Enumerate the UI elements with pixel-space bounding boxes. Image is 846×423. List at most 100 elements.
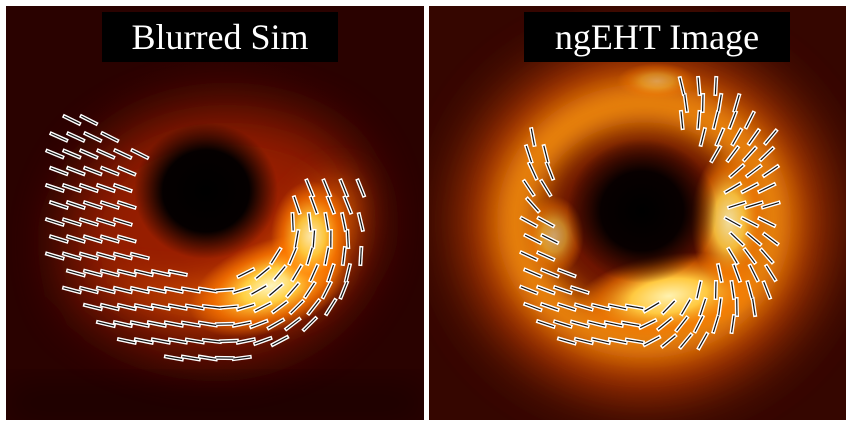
polarization-tick — [727, 248, 738, 264]
polarization-tick — [67, 270, 85, 276]
polarization-tick — [697, 77, 701, 95]
polarization-tick — [148, 321, 166, 327]
polarization-tick — [657, 318, 672, 330]
polarization-tick — [749, 265, 759, 281]
polarization-tick — [270, 248, 281, 264]
polarization-tick — [752, 298, 756, 316]
polarization-tick — [727, 146, 739, 162]
polarization-tick — [713, 111, 719, 129]
polarization-tick — [626, 304, 644, 310]
polarization-tick — [717, 94, 722, 112]
polarization-tick — [50, 201, 68, 209]
polarization-tick — [233, 356, 251, 360]
polarization-tick — [67, 132, 84, 142]
polarization-tick — [312, 230, 316, 248]
polarization-tick — [661, 335, 676, 347]
polarization-tick — [290, 300, 304, 314]
polarization-tick — [731, 315, 735, 333]
polarization-tick — [220, 340, 238, 342]
polarization-tick — [558, 303, 576, 311]
polarization-tick — [118, 167, 135, 175]
polarization-tick — [114, 253, 132, 259]
polarization-tick — [745, 112, 755, 128]
polarization-tick — [732, 129, 742, 145]
polarization-tick — [763, 233, 778, 245]
polarization-tick — [97, 287, 115, 293]
polarization-tick — [304, 282, 316, 298]
polarization-tick — [758, 183, 775, 193]
polarization-tick — [268, 319, 284, 329]
polarization-tick — [269, 284, 283, 296]
polarization-tick — [764, 130, 777, 144]
polarization-tick — [254, 337, 272, 345]
polarization-tick — [346, 230, 349, 248]
polarization-tick — [575, 304, 593, 310]
polarization-tick — [182, 356, 200, 360]
polarization-tick — [524, 269, 541, 277]
polarization-tick — [571, 286, 589, 294]
polarization-tick — [272, 336, 288, 346]
polarization-tick — [763, 165, 779, 177]
polarization-tick — [733, 94, 740, 112]
polarization-tick — [97, 218, 115, 226]
polarization-tick — [288, 247, 297, 265]
polarization-tick — [730, 232, 744, 246]
polarization-tick — [84, 270, 102, 276]
polarization-tick — [694, 316, 704, 332]
polarization-tick — [84, 132, 101, 142]
polarization-tick — [763, 281, 771, 299]
polarization-tick — [762, 202, 780, 208]
polarization-tick — [571, 321, 589, 327]
polarization-tick — [237, 338, 255, 344]
polarization-tick — [340, 281, 348, 299]
polarization-tick — [520, 286, 537, 294]
polarization-tick — [169, 304, 187, 310]
polarization-tick — [558, 338, 576, 344]
polarization-tick — [46, 184, 64, 192]
polarization-tick — [622, 321, 640, 327]
polarization-tick — [152, 304, 170, 310]
ngeht-image — [429, 6, 846, 420]
polarization-tick — [530, 128, 535, 146]
polarization-tick — [341, 213, 347, 231]
polarization-tick — [537, 251, 554, 261]
polarization-tick — [698, 333, 708, 349]
polarization-tick — [758, 217, 775, 227]
polarization-tick — [699, 298, 707, 316]
polarization-tick — [101, 132, 118, 142]
polarization-tick — [80, 253, 98, 259]
polarization-tick — [558, 269, 576, 277]
polarization-tick — [745, 201, 763, 209]
polarization-tick — [733, 264, 741, 282]
polarization-tick — [306, 247, 313, 265]
polarization-tick — [538, 217, 554, 227]
polarization-tick — [725, 183, 741, 193]
polarization-tick — [541, 269, 558, 277]
polarization-tick — [291, 213, 294, 231]
ngeht-image-panel: ngEHT Image — [429, 6, 846, 420]
polarization-tick — [46, 218, 64, 226]
polarization-tick — [323, 179, 331, 197]
polarization-tick — [152, 270, 170, 276]
polarization-tick — [273, 266, 286, 280]
polarization-tick — [97, 253, 115, 259]
polarization-tick — [80, 218, 98, 226]
panel-title: ngEHT Image — [524, 12, 790, 62]
polarization-tick — [541, 234, 558, 244]
polarization-tick — [186, 339, 204, 343]
polarization-tick — [165, 355, 183, 361]
polarization-tick — [286, 283, 299, 297]
polarization-tick — [97, 321, 115, 327]
polarization-tick — [293, 196, 301, 214]
polarization-tick — [182, 321, 200, 327]
polarization-tick — [742, 183, 758, 193]
polarization-tick — [743, 147, 756, 161]
polarization-tick — [285, 318, 300, 330]
polarization-tick — [344, 196, 352, 214]
polarization-tick — [101, 167, 118, 175]
polarization-tick — [255, 267, 270, 279]
polarization-tick — [114, 321, 132, 327]
polarization-tick — [84, 201, 102, 209]
polarization-tick — [729, 111, 737, 129]
polarization-tick — [644, 302, 660, 312]
